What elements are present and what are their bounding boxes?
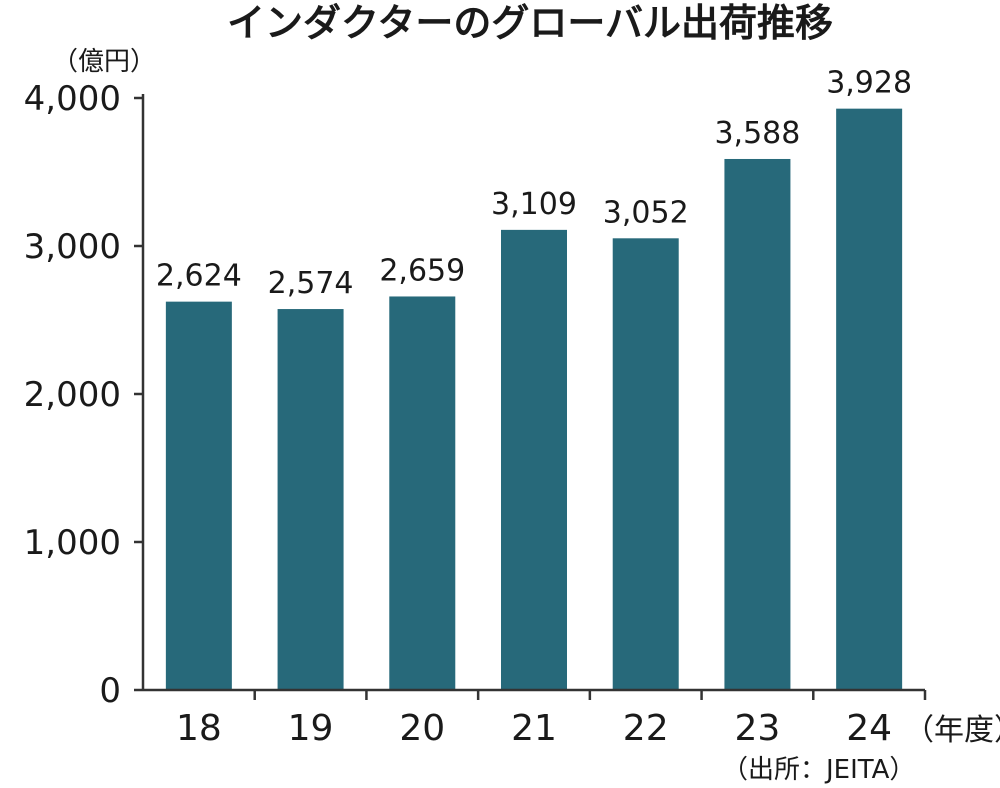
y-tick-label: 4,000	[24, 79, 121, 119]
bar	[389, 296, 456, 690]
bar-value-label: 3,052	[603, 195, 689, 230]
bar	[724, 158, 791, 690]
bar-value-label: 2,659	[379, 253, 465, 288]
bar-value-label: 2,574	[268, 266, 354, 301]
x-tick-label: 24	[846, 708, 892, 749]
y-axis-unit: （億円）	[52, 47, 156, 77]
y-tick-label: 0	[99, 671, 121, 711]
bar-value-label: 3,109	[491, 187, 577, 222]
bars	[165, 108, 903, 691]
x-tick-label: 22	[623, 708, 669, 749]
chart-title: インダクターのグローバル出荷推移	[227, 1, 833, 45]
x-tick-label: 19	[288, 708, 334, 749]
x-axis-unit: （年度）	[904, 713, 1000, 748]
bar	[836, 108, 903, 690]
bar-value-label: 3,588	[714, 116, 800, 151]
source-note: （出所：JEITA）	[722, 755, 915, 785]
y-tick-label: 2,000	[24, 375, 121, 415]
bar	[165, 301, 232, 690]
x-tick-label: 21	[511, 708, 557, 749]
bar	[501, 229, 567, 691]
y-tick-label: 3,000	[24, 227, 121, 267]
x-tick-label: 18	[176, 708, 222, 749]
x-tick-label: 23	[735, 708, 781, 749]
bar-value-label: 3,928	[826, 66, 912, 101]
y-tick-label: 1,000	[24, 523, 121, 563]
bar-value-label: 2,624	[156, 259, 242, 294]
x-axis-ticks: 18 19 20 21 22 23 24	[176, 690, 927, 749]
bar	[612, 238, 679, 690]
y-axis-ticks: 0 1,000 2,000 3,000 4,000	[24, 79, 143, 711]
value-labels: 2,624 2,574 2,659 3,109 3,052 3,588 3,928	[156, 66, 912, 301]
x-tick-label: 20	[399, 708, 445, 749]
bar	[277, 309, 344, 690]
